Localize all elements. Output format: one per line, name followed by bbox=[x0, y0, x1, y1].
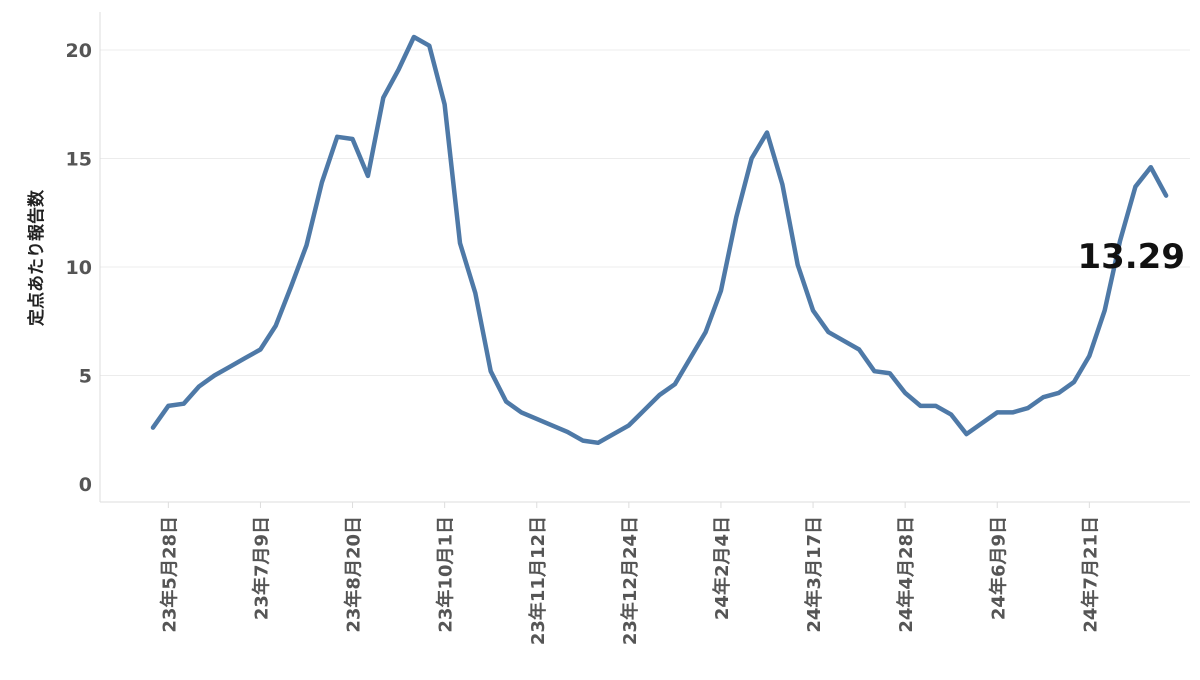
x-tick-label: 23年8月20日 bbox=[343, 516, 365, 633]
y-axis-ticks: 0 5 10 15 20 bbox=[66, 40, 92, 496]
x-tick-label: 23年11月12日 bbox=[527, 516, 549, 645]
gridlines bbox=[100, 49, 1190, 376]
y-tick-label-5: 5 bbox=[79, 366, 92, 388]
y-tick-label-15: 15 bbox=[66, 149, 92, 171]
x-tick-label: 24年4月28日 bbox=[895, 516, 917, 633]
x-tick-label: 24年2月4日 bbox=[711, 516, 733, 620]
y-tick-label-0: 0 bbox=[79, 474, 92, 496]
last-value-label: 13.29 bbox=[1077, 237, 1185, 277]
x-tick-label: 23年10月1日 bbox=[435, 516, 457, 633]
y-axis-title: 定点あたり報告数 bbox=[26, 189, 47, 326]
series-lines bbox=[150, 34, 1169, 446]
x-tick-label: 24年6月9日 bbox=[987, 516, 1009, 620]
x-tick-label: 23年7月9日 bbox=[250, 516, 272, 620]
x-axis-ticks: 23年5月28日 23年7月9日 23年8月20日 23年10月1日 23年11月12日… bbox=[158, 502, 1101, 645]
series-line-0 bbox=[150, 34, 1169, 446]
x-tick-label: 23年12月24日 bbox=[619, 516, 641, 645]
x-tick-label: 24年3月17日 bbox=[803, 516, 825, 633]
y-tick-label-20: 20 bbox=[66, 40, 92, 62]
y-tick-label-10: 10 bbox=[66, 257, 92, 279]
x-tick-label: 23年5月28日 bbox=[158, 516, 180, 633]
axes bbox=[99, 12, 1190, 503]
x-tick-label: 24年7月21日 bbox=[1079, 516, 1101, 633]
